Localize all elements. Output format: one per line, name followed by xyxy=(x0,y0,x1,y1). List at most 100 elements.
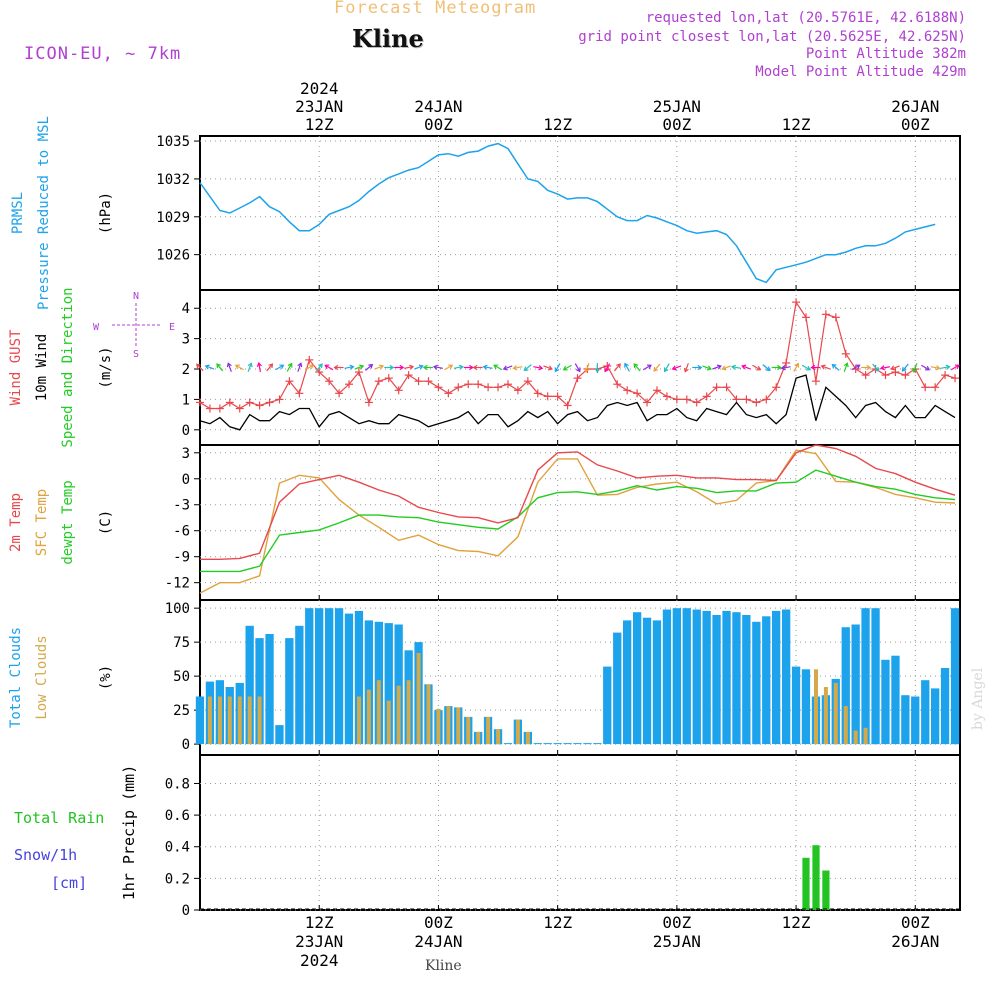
low-cloud-bar xyxy=(217,696,222,745)
wind-arrow-head xyxy=(554,367,560,373)
total-cloud-bar xyxy=(593,743,602,745)
wind-arrow-head xyxy=(866,364,872,371)
low-cloud-bar xyxy=(486,716,491,745)
wind-direction-arrow xyxy=(286,363,293,372)
panel-2-axis-label-2: dewpt Temp xyxy=(60,480,76,564)
y-tick-label: -12 xyxy=(165,576,190,592)
panel-1-axis-label-2: Speed and Direction xyxy=(60,287,76,447)
bottom-time-label: 00Z xyxy=(424,913,453,932)
low-cloud-bar xyxy=(496,729,501,745)
total-cloud-bar xyxy=(195,696,205,745)
total-cloud-bar xyxy=(543,743,552,745)
wind-direction-arrow xyxy=(414,365,423,370)
wind-direction-arrow xyxy=(503,365,513,370)
total-cloud-bar xyxy=(533,743,542,745)
wind-direction-arrow xyxy=(712,365,722,370)
wind-direction-arrow xyxy=(921,364,930,371)
wind-arrow-head xyxy=(409,364,415,370)
wind-direction-arrow xyxy=(672,365,682,370)
y-tick-label: 1032 xyxy=(156,172,190,188)
wind-arrow-head xyxy=(683,367,689,373)
wind-arrow-head xyxy=(831,363,837,369)
wind-arrow-head xyxy=(226,362,232,368)
total-cloud-bar xyxy=(702,610,711,745)
wind-arrow-head xyxy=(890,365,896,371)
wind-direction-arrow xyxy=(247,363,252,372)
low-cloud-bar xyxy=(227,696,232,745)
bottom-time-label: 26JAN xyxy=(891,932,939,951)
rain-bar xyxy=(812,845,820,910)
wind-arrow-head xyxy=(584,367,590,373)
total-cloud-bar xyxy=(841,627,850,745)
bottom-time-label: 00Z xyxy=(901,913,930,932)
wind-direction-arrow xyxy=(235,364,244,371)
panel-0-frame xyxy=(199,135,961,291)
total-cloud-bar xyxy=(732,612,741,745)
wind-direction-arrow xyxy=(433,366,443,369)
top-time-label: 12Z xyxy=(305,115,334,134)
low-cloud-bar xyxy=(814,669,818,745)
y-tick-label: 3 xyxy=(182,446,190,462)
low-cloud-bar xyxy=(843,706,848,745)
wind-arrow-head xyxy=(663,367,669,373)
y-tick-label: 0.2 xyxy=(165,871,190,887)
wind-arrow-head xyxy=(324,364,330,370)
top-time-label: 00Z xyxy=(662,115,691,134)
wind-arrow-head xyxy=(287,362,293,368)
wind-arrow-head xyxy=(359,364,365,370)
wind-direction-arrow xyxy=(275,364,284,371)
wind-direction-arrow xyxy=(752,364,761,371)
low-cloud-bar xyxy=(416,653,421,745)
wind-direction-arrow xyxy=(940,366,950,369)
wind-arrow-head xyxy=(279,364,285,370)
temp-2m-line xyxy=(200,444,956,560)
point-altitude: Point Altitude 382m xyxy=(805,46,966,62)
wind-arrow-head xyxy=(234,364,240,370)
low-cloud-bar xyxy=(396,685,401,745)
wind-arrow-head xyxy=(925,365,931,371)
total-cloud-bar xyxy=(384,623,393,745)
chart-title: Forecast Meteogram xyxy=(334,0,537,18)
low-cloud-bar xyxy=(446,706,451,745)
wind-direction-arrow xyxy=(444,364,453,371)
low-cloud-bar xyxy=(386,700,391,745)
wind-speed-line xyxy=(199,374,956,431)
bottom-time-label: 12Z xyxy=(305,913,334,932)
wind-direction-arrow xyxy=(324,364,334,371)
y-tick-label: 1 xyxy=(182,392,190,408)
panel-0-axis-label-1: Pressure Reduced to MSL xyxy=(36,116,52,310)
total-cloud-bar xyxy=(772,610,781,745)
y-tick-label: 0.6 xyxy=(165,808,190,824)
wind-direction-arrow xyxy=(554,363,561,372)
top-time-label: 23JAN xyxy=(295,97,343,116)
total-cloud-bar xyxy=(712,615,721,745)
wind-arrow-head xyxy=(730,364,736,370)
wind-direction-arrow xyxy=(930,366,940,369)
wind-direction-arrow xyxy=(890,365,900,370)
y-tick-label: 3 xyxy=(182,332,190,348)
top-time-label: 25JAN xyxy=(653,97,701,116)
wind-direction-arrow xyxy=(880,366,891,369)
compass-east: E xyxy=(169,322,175,333)
rain-bar xyxy=(822,870,830,910)
low-cloud-bar xyxy=(247,696,252,745)
total-cloud-bar xyxy=(871,608,880,745)
wind-arrow-head xyxy=(538,365,544,371)
wind-arrow-head xyxy=(604,367,609,373)
wind-direction-arrow xyxy=(624,363,630,372)
wind-direction-arrow xyxy=(374,365,384,370)
wind-arrow-head xyxy=(379,364,385,370)
wind-direction-arrow xyxy=(305,364,314,371)
wind-direction-arrow xyxy=(642,364,652,371)
wind-direction-arrow xyxy=(493,364,503,371)
pressure-line xyxy=(199,142,936,284)
y-tick-label: 0.4 xyxy=(165,840,190,856)
wind-direction-arrow xyxy=(801,364,811,371)
credit-watermark: by Angel xyxy=(970,667,986,730)
wind-direction-arrow xyxy=(513,366,523,369)
gust-line xyxy=(199,300,956,410)
wind-direction-arrow xyxy=(653,363,661,372)
wind-arrow-head xyxy=(512,365,518,371)
wind-direction-arrow xyxy=(196,363,204,372)
rain-bar xyxy=(802,857,810,910)
